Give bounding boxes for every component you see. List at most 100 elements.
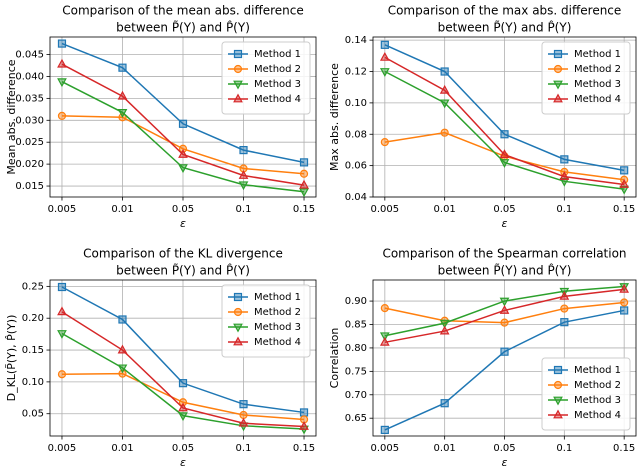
marker: [619, 283, 630, 293]
series-line: [61, 286, 305, 414]
y-tick-label: 0.015: [15, 181, 44, 192]
marker: [500, 130, 509, 139]
marker: [57, 39, 67, 48]
x-tick-label: 0.01: [111, 443, 133, 454]
legend-label: Method 3: [574, 395, 621, 406]
legend-label: Method 4: [574, 410, 621, 421]
legend-label: Method 4: [574, 94, 621, 105]
marker: [499, 305, 510, 314]
marker: [620, 306, 629, 315]
chart-title: between P̃(Y) and P̂(Y): [438, 20, 572, 34]
legend-label: Method 1: [574, 49, 621, 60]
y-tick-label: 0.70: [345, 390, 367, 401]
y-tick-label: 0.14: [345, 35, 367, 46]
marker: [178, 412, 188, 422]
x-axis-label: ε: [180, 217, 186, 230]
marker: [233, 64, 243, 74]
marker: [380, 137, 389, 147]
y-tick-label: 0.10: [345, 98, 367, 109]
marker: [178, 379, 188, 388]
series-line: [61, 311, 305, 428]
x-tick-label: 0.01: [434, 443, 456, 454]
y-tick-label: 0.035: [15, 93, 44, 104]
x-tick-label: 0.1: [556, 204, 572, 215]
marker: [117, 344, 128, 354]
marker: [299, 169, 309, 178]
plot-frame: [372, 36, 637, 198]
marker: [239, 145, 248, 155]
x-tick-label: 0.05: [493, 443, 515, 454]
marker: [118, 63, 127, 72]
chart-title: Comparison of the mean abs. difference: [62, 4, 304, 18]
marker: [553, 396, 563, 406]
series-line: [61, 42, 305, 164]
marker: [560, 155, 569, 164]
marker: [118, 315, 127, 324]
marker: [380, 425, 389, 435]
marker: [57, 306, 67, 316]
marker: [117, 90, 128, 100]
series-line: [384, 44, 625, 172]
x-tick-label: 0.15: [613, 443, 635, 454]
x-tick-label: 0.01: [111, 204, 133, 215]
series-line: [384, 301, 625, 324]
y-tick-label: 0.08: [345, 129, 367, 140]
legend-label: Method 3: [254, 79, 301, 90]
chart-title: between P̃(Y) and P̂(Y): [116, 20, 250, 34]
marker: [233, 93, 243, 103]
marker: [620, 166, 629, 175]
series-line: [384, 56, 625, 186]
y-tick-label: 0.65: [345, 413, 367, 424]
marker: [439, 84, 450, 94]
series-line: [384, 70, 625, 190]
x-tick-label: 0.05: [172, 204, 194, 215]
series-line: [61, 372, 305, 421]
marker: [178, 149, 188, 158]
legend-label: Method 3: [254, 322, 301, 333]
plot-frame: [49, 279, 317, 437]
marker: [57, 370, 67, 379]
panel: 0.65 0.70 0.75 0.80 0.85 0.90 0.005 0.01 0.05 0.1…: [328, 247, 637, 469]
marker: [379, 332, 390, 342]
x-axis-label: ε: [502, 456, 508, 469]
marker: [299, 158, 309, 167]
marker: [57, 111, 67, 121]
panel: 0.05 0.10 0.15 0.20 0.25 0.005 0.01 0.05 0.1 0.15…: [5, 247, 317, 469]
marker: [238, 170, 249, 179]
legend-box: [221, 284, 311, 358]
marker: [619, 283, 630, 293]
series-line: [384, 285, 625, 337]
chart-title: between P̃(Y) and P̂(Y): [116, 263, 250, 277]
legend-label: Method 4: [254, 337, 301, 348]
series-line: [61, 115, 305, 175]
marker: [553, 64, 563, 74]
marker: [439, 325, 450, 335]
y-axis-label: Max abs. difference: [328, 63, 341, 171]
marker: [440, 128, 449, 137]
y-tick-label: 0.15: [22, 345, 44, 356]
x-tick-label: 0.15: [293, 204, 315, 215]
x-tick-label: 0.1: [236, 443, 252, 454]
legend-label: Method 4: [254, 94, 301, 105]
marker: [178, 398, 188, 407]
x-tick-label: 0.1: [236, 204, 252, 215]
marker: [299, 188, 309, 198]
marker: [499, 149, 510, 159]
marker: [500, 318, 509, 327]
x-axis-label: ε: [180, 456, 186, 469]
legend-box: [541, 41, 631, 115]
marker: [380, 40, 389, 49]
series-line: [61, 332, 305, 430]
marker: [238, 181, 249, 191]
y-tick-label: 0.025: [15, 137, 44, 148]
marker: [499, 159, 510, 168]
marker: [553, 80, 563, 90]
series-line: [384, 309, 625, 431]
y-tick-label: 0.030: [15, 115, 44, 126]
marker: [239, 400, 248, 409]
marker: [380, 304, 389, 313]
marker: [117, 364, 128, 374]
y-tick-label: 0.05: [22, 409, 44, 420]
series-line: [61, 63, 305, 186]
